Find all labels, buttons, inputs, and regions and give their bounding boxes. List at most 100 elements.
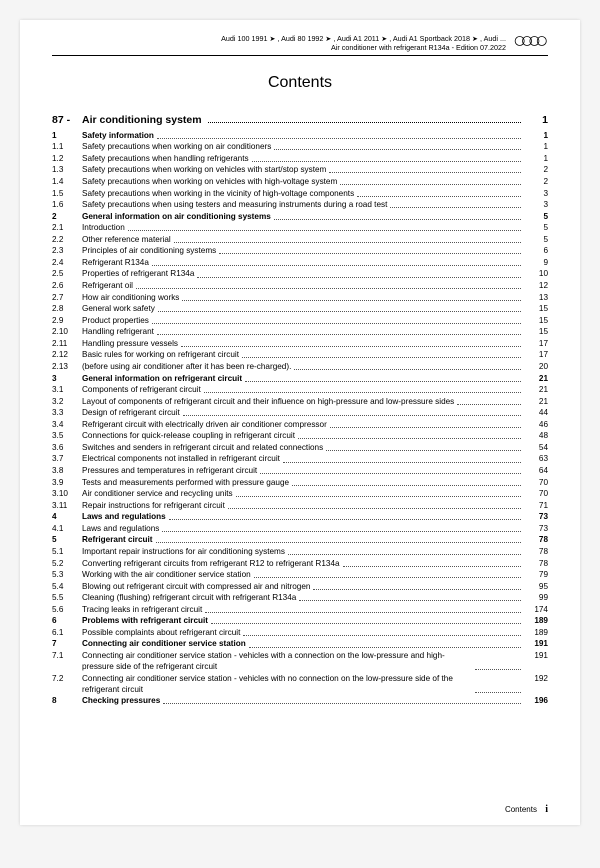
chapter-number: 87 - [52, 114, 82, 126]
leader-dots [294, 369, 521, 370]
toc-number: 3.4 [52, 419, 82, 430]
toc-number: 2.10 [52, 326, 82, 337]
toc-row: 2.4Refrigerant R134a9 [52, 257, 548, 268]
toc-number: 7.2 [52, 673, 82, 684]
toc-page: 192 [524, 673, 548, 684]
leader-dots [236, 496, 521, 497]
toc-page: 54 [524, 442, 548, 453]
toc-page: 1 [524, 130, 548, 141]
leader-dots [288, 554, 521, 555]
toc-row: 3.1Components of refrigerant circuit21 [52, 384, 548, 395]
toc-page: 21 [524, 396, 548, 407]
toc-number: 3 [52, 373, 82, 384]
toc-page: 73 [524, 523, 548, 534]
toc-number: 3.5 [52, 430, 82, 441]
leader-dots [156, 542, 521, 543]
toc-page: 15 [524, 326, 548, 337]
toc-row: 4Laws and regulations73 [52, 511, 548, 522]
toc-title: Other reference material [82, 234, 171, 245]
toc-row: 3.3Design of refrigerant circuit44 [52, 407, 548, 418]
toc-row: 3.11Repair instructions for refrigerant … [52, 500, 548, 511]
toc-row: 2.12Basic rules for working on refrigera… [52, 349, 548, 360]
toc-title: Safety precautions when working in the v… [82, 188, 354, 199]
toc-number: 2.3 [52, 245, 82, 256]
toc-number: 1.4 [52, 176, 82, 187]
leader-dots [299, 600, 521, 601]
toc-number: 1.6 [52, 199, 82, 210]
leader-dots [274, 219, 521, 220]
toc-number: 2.6 [52, 280, 82, 291]
toc-number: 5.5 [52, 592, 82, 603]
leader-dots [292, 485, 521, 486]
toc-title: How air conditioning works [82, 292, 179, 303]
toc-row: 1Safety information1 [52, 130, 548, 141]
toc-page: 10 [524, 268, 548, 279]
toc-title: Cleaning (flushing) refrigerant circuit … [82, 592, 296, 603]
toc-row: 2.7How air conditioning works13 [52, 292, 548, 303]
leader-dots [169, 519, 521, 520]
toc-title: Basic rules for working on refrigerant c… [82, 349, 239, 360]
toc-number: 2 [52, 211, 82, 222]
toc-page: 21 [524, 384, 548, 395]
toc-number: 1.3 [52, 164, 82, 175]
toc-row: 1.5Safety precautions when working in th… [52, 188, 548, 199]
toc-row: 2.8General work safety15 [52, 303, 548, 314]
toc-page: 12 [524, 280, 548, 291]
leader-dots [211, 623, 521, 624]
toc-number: 2.13 [52, 361, 82, 372]
toc-number: 8 [52, 695, 82, 706]
toc-row: 1.3Safety precautions when working on ve… [52, 164, 548, 175]
toc-title: Electrical components not installed in r… [82, 453, 280, 464]
leader-dots [254, 577, 521, 578]
toc-number: 6.1 [52, 627, 82, 638]
leader-dots [242, 357, 521, 358]
leader-dots [326, 450, 521, 451]
toc-number: 5.6 [52, 604, 82, 615]
toc-row: 5.4Blowing out refrigerant circuit with … [52, 581, 548, 592]
toc-row: 2.9Product properties15 [52, 315, 548, 326]
toc-number: 1.2 [52, 153, 82, 164]
toc-number: 2.4 [52, 257, 82, 268]
toc-row: 8Checking pressures196 [52, 695, 548, 706]
leader-dots [205, 612, 521, 613]
toc-number: 2.2 [52, 234, 82, 245]
toc-title: Handling pressure vessels [82, 338, 178, 349]
toc-row: 2.6Refrigerant oil 12 [52, 280, 548, 291]
chapter-title: Air conditioning system [82, 114, 202, 126]
toc-row: 3.2Layout of components of refrigerant c… [52, 396, 548, 407]
toc-number: 2.8 [52, 303, 82, 314]
toc-row: 1.6Safety precautions when using testers… [52, 199, 548, 210]
toc-title: Laws and regulations [82, 511, 166, 522]
leader-dots [197, 277, 521, 278]
leader-dots [219, 253, 521, 254]
toc-title: Refrigerant oil [82, 280, 133, 291]
page-footer: Contents i [505, 804, 548, 815]
toc-row: 5.1Important repair instructions for air… [52, 546, 548, 557]
toc-page: 70 [524, 488, 548, 499]
toc-page: 71 [524, 500, 548, 511]
toc-title: Switches and senders in refrigerant circ… [82, 442, 323, 453]
toc-number: 1.1 [52, 141, 82, 152]
leader-dots [181, 346, 521, 347]
toc-title: Product properties [82, 315, 149, 326]
toc-page: 17 [524, 349, 548, 360]
toc-page: 174 [524, 604, 548, 615]
toc-number: 3.10 [52, 488, 82, 499]
toc-number: 2.5 [52, 268, 82, 279]
toc-title: Important repair instructions for air co… [82, 546, 285, 557]
leader-dots [475, 692, 521, 693]
toc-row: 3.8Pressures and temperatures in refrige… [52, 465, 548, 476]
toc-title: Design of refrigerant circuit [82, 407, 180, 418]
toc-title: Layout of components of refrigerant circ… [82, 396, 454, 407]
toc-row: 4.1Laws and regulations73 [52, 523, 548, 534]
toc-title: Safety information [82, 130, 154, 141]
toc-title: Safety precautions when handling refrige… [82, 153, 249, 164]
leader-dots [475, 669, 521, 670]
toc-number: 2.9 [52, 315, 82, 326]
toc-page: 3 [524, 199, 548, 210]
toc-title: Connecting air conditioner service stati… [82, 673, 472, 695]
leader-dots [243, 635, 521, 636]
leader-dots [252, 161, 521, 162]
toc-number: 4 [52, 511, 82, 522]
page-header: Audi 100 1991 ➤ , Audi 80 1992 ➤ , Audi … [52, 34, 548, 56]
